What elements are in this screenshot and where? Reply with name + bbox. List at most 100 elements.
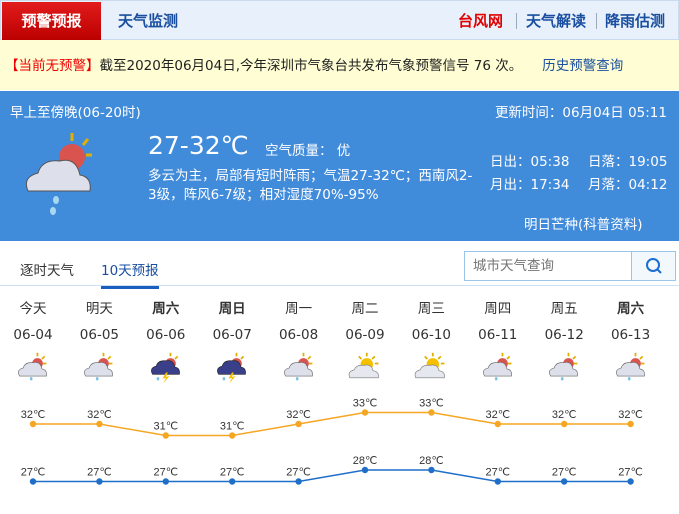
date-label: 06-13 xyxy=(610,327,651,343)
date-label: 06-12 xyxy=(544,327,584,343)
cloud-sun-rain-icon xyxy=(18,352,47,381)
date-label: 06-04 xyxy=(13,327,53,343)
low-temp-point xyxy=(361,466,369,474)
low-temp-label: 27℃ xyxy=(618,467,643,479)
high-temp-label: 31℃ xyxy=(154,421,179,433)
low-temp-point xyxy=(162,478,169,485)
tab-hourly[interactable]: 逐时天气 xyxy=(20,263,74,279)
link-weather-analysis[interactable]: 天气解读 xyxy=(526,12,587,30)
forecast-day: 周二 06-09 xyxy=(332,297,398,389)
forecast-day: 明天 06-05 xyxy=(66,297,132,389)
current-weather-panel: 早上至傍晚(06-20时) 更新时间：06月04日 05:11 27-32℃ 空… xyxy=(0,91,679,241)
thunderstorm-icon xyxy=(217,352,247,384)
divider xyxy=(516,13,517,29)
low-temp-point xyxy=(627,478,634,485)
weather-description: 多云为主，局部有短时阵雨；气温27-32℃；西南风2- xyxy=(148,168,473,184)
weekday-label: 周一 xyxy=(285,301,313,317)
weekday-label: 周日 xyxy=(218,301,246,317)
air-quality: 空气质量： 优 xyxy=(265,143,351,159)
high-temp-point xyxy=(162,432,169,439)
high-temp-label: 32℃ xyxy=(21,409,46,421)
high-temp-label: 32℃ xyxy=(618,409,643,421)
link-rainfall-estimate[interactable]: 降雨估测 xyxy=(605,12,666,30)
tab-ten-day[interactable]: 10天预报 xyxy=(101,259,159,289)
sun-cloud-icon xyxy=(348,352,379,379)
city-search-input[interactable] xyxy=(465,252,631,280)
high-temp-label: 32℃ xyxy=(486,409,511,421)
link-typhoon[interactable]: 台风网 xyxy=(458,12,504,30)
date-label: 06-10 xyxy=(411,327,451,343)
date-label: 06-09 xyxy=(345,327,385,343)
weekday-label: 周六 xyxy=(152,301,180,317)
high-temp-label: 32℃ xyxy=(552,409,577,421)
sun-cloud-icon xyxy=(415,352,446,379)
divider xyxy=(596,13,597,29)
search-button[interactable] xyxy=(631,252,675,280)
solar-term-link[interactable]: 明日芒种(科普资料) xyxy=(524,217,643,233)
tab-weather-monitor[interactable]: 天气监测 xyxy=(118,12,179,30)
low-temp-line xyxy=(33,469,631,483)
date-label: 06-08 xyxy=(278,327,319,343)
high-temp-label: 33℃ xyxy=(419,398,444,410)
weekday-label: 周二 xyxy=(351,301,379,317)
cloud-sun-rain-icon xyxy=(482,352,512,381)
moonrise: 月出：17:34 xyxy=(490,177,570,193)
moonset: 月落：04:12 xyxy=(588,177,668,193)
high-temp-point xyxy=(229,432,236,439)
low-temp-label: 27℃ xyxy=(21,467,46,479)
forecast-period: 早上至傍晚(06-20时) xyxy=(10,105,141,121)
top-nav: 预警预报 天气监测 台风网 天气解读 降雨估测 xyxy=(0,0,679,40)
weekday-label: 明天 xyxy=(85,301,113,317)
forecast-day: 周一 06-08 xyxy=(266,297,332,389)
alert-status: 【当前无预警】 xyxy=(5,58,100,74)
date-label: 06-07 xyxy=(212,327,252,343)
low-temp-label: 27℃ xyxy=(87,467,112,479)
alert-text: 截至2020年06月04日,今年深圳市气象台共发布气象预警信号 76 次。 xyxy=(99,58,523,74)
update-time: 更新时间：06月04日 05:11 xyxy=(494,105,667,121)
low-temp-label: 27℃ xyxy=(486,467,511,479)
forecast-day: 周四 06-11 xyxy=(465,297,531,389)
low-temp-point xyxy=(96,478,103,485)
cloud-sun-rain-icon xyxy=(84,352,114,381)
weekday-label: 周五 xyxy=(550,301,578,317)
low-temp-label: 27℃ xyxy=(220,467,245,479)
low-temp-label: 27℃ xyxy=(552,467,577,479)
cloud-sun-rain-icon xyxy=(615,352,645,381)
cloud-sun-rain-icon xyxy=(283,352,313,381)
date-label: 06-05 xyxy=(79,327,119,343)
forecast-day: 周五 06-12 xyxy=(531,297,597,389)
high-temp-point xyxy=(561,420,568,428)
high-temp-point xyxy=(295,420,302,428)
search-icon xyxy=(646,258,662,274)
weather-description-cont: 3级，阵风6-7级；相对湿度70%-95% xyxy=(148,187,379,203)
date-label: 06-11 xyxy=(478,327,518,343)
tab-warning-forecast[interactable]: 预警预报 xyxy=(2,2,101,40)
high-temp-label: 31℃ xyxy=(220,421,245,433)
high-temp-point xyxy=(361,409,369,416)
forecast-day: 周日 06-07 xyxy=(199,297,265,389)
forecast-day: 周六 06-13 xyxy=(598,297,664,389)
temperature-range: 27-32℃ xyxy=(148,131,249,160)
weekday-label: 今天 xyxy=(19,301,47,317)
low-temp-point xyxy=(229,478,236,485)
alert-bar: 【当前无预警】截至2020年06月04日,今年深圳市气象台共发布气象预警信号 7… xyxy=(0,40,679,90)
high-temp-point xyxy=(29,420,37,428)
low-temp-label: 27℃ xyxy=(286,467,311,479)
sunrise: 日出：05:38 xyxy=(490,154,570,170)
sunset: 日落：19:05 xyxy=(588,154,668,170)
high-temp-point xyxy=(96,420,103,428)
high-temp-point xyxy=(494,420,501,428)
forecast-day: 周六 06-06 xyxy=(133,297,199,389)
low-temp-point xyxy=(29,478,37,485)
date-label: 06-06 xyxy=(146,327,186,343)
low-temp-label: 28℃ xyxy=(353,455,378,467)
city-search xyxy=(464,251,676,281)
high-temp-label: 32℃ xyxy=(286,409,311,421)
low-temp-point xyxy=(295,478,302,485)
forecast-tabs: 逐时天气 10天预报 xyxy=(0,241,679,289)
high-temp-label: 33℃ xyxy=(353,398,378,410)
temperature-chart: 32℃ 32℃ 31℃ 31℃ 32℃ 33℃ 33℃ 32℃ 32℃ 32℃ 27℃ 27℃ 27℃ 2… xyxy=(21,398,643,485)
cloud-sun-rain-icon xyxy=(25,133,92,215)
weekday-label: 周三 xyxy=(417,301,445,317)
history-warning-link[interactable]: 历史预警查询 xyxy=(542,58,624,74)
